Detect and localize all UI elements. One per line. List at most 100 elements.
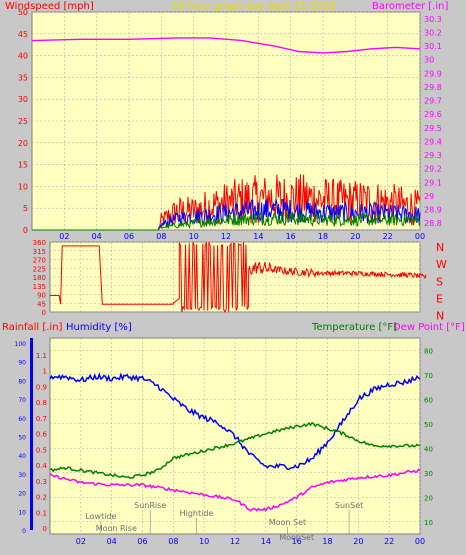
x-tick-label: 20	[353, 537, 363, 546]
rainfall-tick-label: 0.7	[36, 415, 47, 423]
compass-label: S	[436, 275, 443, 288]
barometer-tick-label: 29.5	[424, 124, 442, 133]
x-tick-label: 18	[322, 537, 332, 546]
temperature-line	[49, 421, 421, 480]
humidity-axis-bar	[30, 338, 33, 530]
direction-tick-label: 270	[33, 257, 46, 265]
rainfall-tick-label: 0.8	[36, 399, 47, 407]
x-tick-label: 02	[76, 537, 86, 546]
direction-tick-label: 90	[37, 292, 46, 300]
windspeed-tick-label: 5	[23, 204, 28, 213]
barometer-tick-label: 30.3	[424, 15, 442, 24]
x-tick-label: 12	[230, 537, 240, 546]
wind-direction-line	[49, 241, 427, 313]
x-tick-label: 10	[199, 537, 209, 546]
windspeed-tick-label: 10	[18, 182, 28, 191]
direction-tick-label: 45	[37, 300, 46, 308]
barometer-tick-label: 29.4	[424, 137, 442, 146]
temperature-tick-label: 80	[424, 347, 433, 355]
rainfall-tick-label: 0	[43, 525, 47, 533]
rainfall-axis-label: Rainfall [.in]	[2, 322, 63, 333]
temperature-tick-label: 50	[424, 421, 433, 429]
barometer-tick-label: 29.6	[424, 110, 442, 119]
x-tick-label: 04	[92, 232, 102, 241]
direction-tick-label: 315	[33, 248, 46, 256]
direction-tick-label: 180	[33, 274, 46, 282]
barometer-tick-label: 29	[424, 192, 434, 201]
temperature-axis-label: Temperature [°F]	[311, 322, 397, 333]
windspeed-tick-label: 30	[18, 95, 28, 104]
humidity-line	[49, 372, 421, 470]
x-tick-label: 16	[286, 232, 296, 241]
annotation-label: Moon Set	[269, 518, 306, 527]
x-tick-label: 10	[189, 232, 199, 241]
humidity-tick-label: 60	[18, 416, 26, 423]
compass-label: E	[436, 292, 443, 305]
direction-tick-label: 360	[33, 239, 46, 247]
barometer-tick-label: 29.8	[424, 83, 442, 92]
annotation-label: Lowtide	[85, 512, 116, 521]
barometer-tick-label: 29.3	[424, 151, 442, 160]
direction-tick-label: 225	[33, 265, 46, 273]
dewpoint-line	[49, 468, 421, 513]
annotation-label: Moon Rise	[96, 524, 137, 533]
annotation-label: MoonSet	[279, 533, 314, 542]
rainfall-tick-label: 0.2	[36, 494, 47, 502]
x-tick-label: 06	[124, 232, 134, 241]
windspeed-tick-label: 40	[18, 52, 28, 61]
rainfall-tick-label: 1.1	[36, 352, 47, 360]
compass-label: N	[436, 310, 444, 323]
barometer-axis-label: Barometer [.in]	[372, 1, 448, 12]
annotation-label: SunRise	[134, 501, 166, 510]
barometer-tick-label: 28.8	[424, 219, 442, 228]
x-tick-label: 20	[350, 232, 360, 241]
rainfall-tick-label: 0.6	[36, 431, 48, 439]
temperature-tick-label: 10	[424, 519, 433, 527]
humidity-tick-label: 100	[15, 341, 27, 348]
windspeed-tick-label: 25	[18, 117, 28, 126]
chart-title: 24 hour graph day April 11 2018	[172, 1, 335, 12]
rainfall-tick-label: 0.3	[36, 478, 47, 486]
barometer-tick-label: 29.9	[424, 69, 442, 78]
compass-label: W	[436, 258, 447, 271]
windspeed-line	[32, 210, 421, 231]
temperature-tick-label: 60	[424, 396, 433, 404]
x-tick-label: 02	[59, 232, 69, 241]
windspeed-tick-label: 35	[18, 73, 28, 82]
windspeed-tick-label: 50	[18, 8, 28, 17]
rainfall-tick-label: 0.9	[36, 383, 47, 391]
barometer-tick-label: 29.1	[424, 178, 442, 187]
rainfall-tick-label: 1	[43, 368, 47, 376]
humidity-tick-label: 50	[18, 435, 26, 442]
dewpoint-axis-label: Dew Point [°F]	[393, 322, 465, 333]
humidity-axis-label: Humidity [%]	[66, 322, 132, 333]
humidity-tick-label: 90	[18, 360, 26, 367]
direction-tick-label: 135	[33, 283, 46, 291]
windspeed-tick-label: 45	[18, 30, 28, 39]
windspeed-tick-label: 20	[18, 139, 28, 148]
annotation-label: Hightide	[180, 509, 214, 518]
x-tick-label: 14	[253, 232, 263, 241]
temperature-tick-label: 40	[424, 445, 433, 453]
windspeed-tick-label: 0	[23, 226, 28, 235]
rainfall-tick-label: 0.4	[36, 462, 48, 470]
rainfall-tick-label: 0.1	[36, 509, 47, 517]
x-tick-label: 00	[415, 232, 425, 241]
x-tick-label: 22	[384, 537, 394, 546]
barometer-tick-label: 30.2	[424, 28, 442, 37]
humidity-tick-label: 10	[18, 509, 26, 516]
windspeed-axis-label: Windspeed [mph]	[5, 1, 94, 12]
rainfall-tick-label: 0.5	[36, 446, 47, 454]
humidity-tick-label: 80	[18, 378, 26, 385]
x-tick-label: 04	[107, 537, 117, 546]
humidity-tick-label: 0	[22, 528, 26, 535]
temperature-tick-label: 30	[424, 470, 433, 478]
barometer-tick-label: 29.2	[424, 165, 442, 174]
barometer-tick-label: 30.1	[424, 42, 442, 51]
humidity-tick-label: 30	[18, 472, 26, 479]
temperature-tick-label: 20	[424, 494, 433, 502]
barometer-tick-label: 30	[424, 56, 434, 65]
x-tick-label: 06	[137, 537, 147, 546]
direction-tick-label: 0	[42, 309, 46, 317]
x-tick-label: 22	[383, 232, 393, 241]
